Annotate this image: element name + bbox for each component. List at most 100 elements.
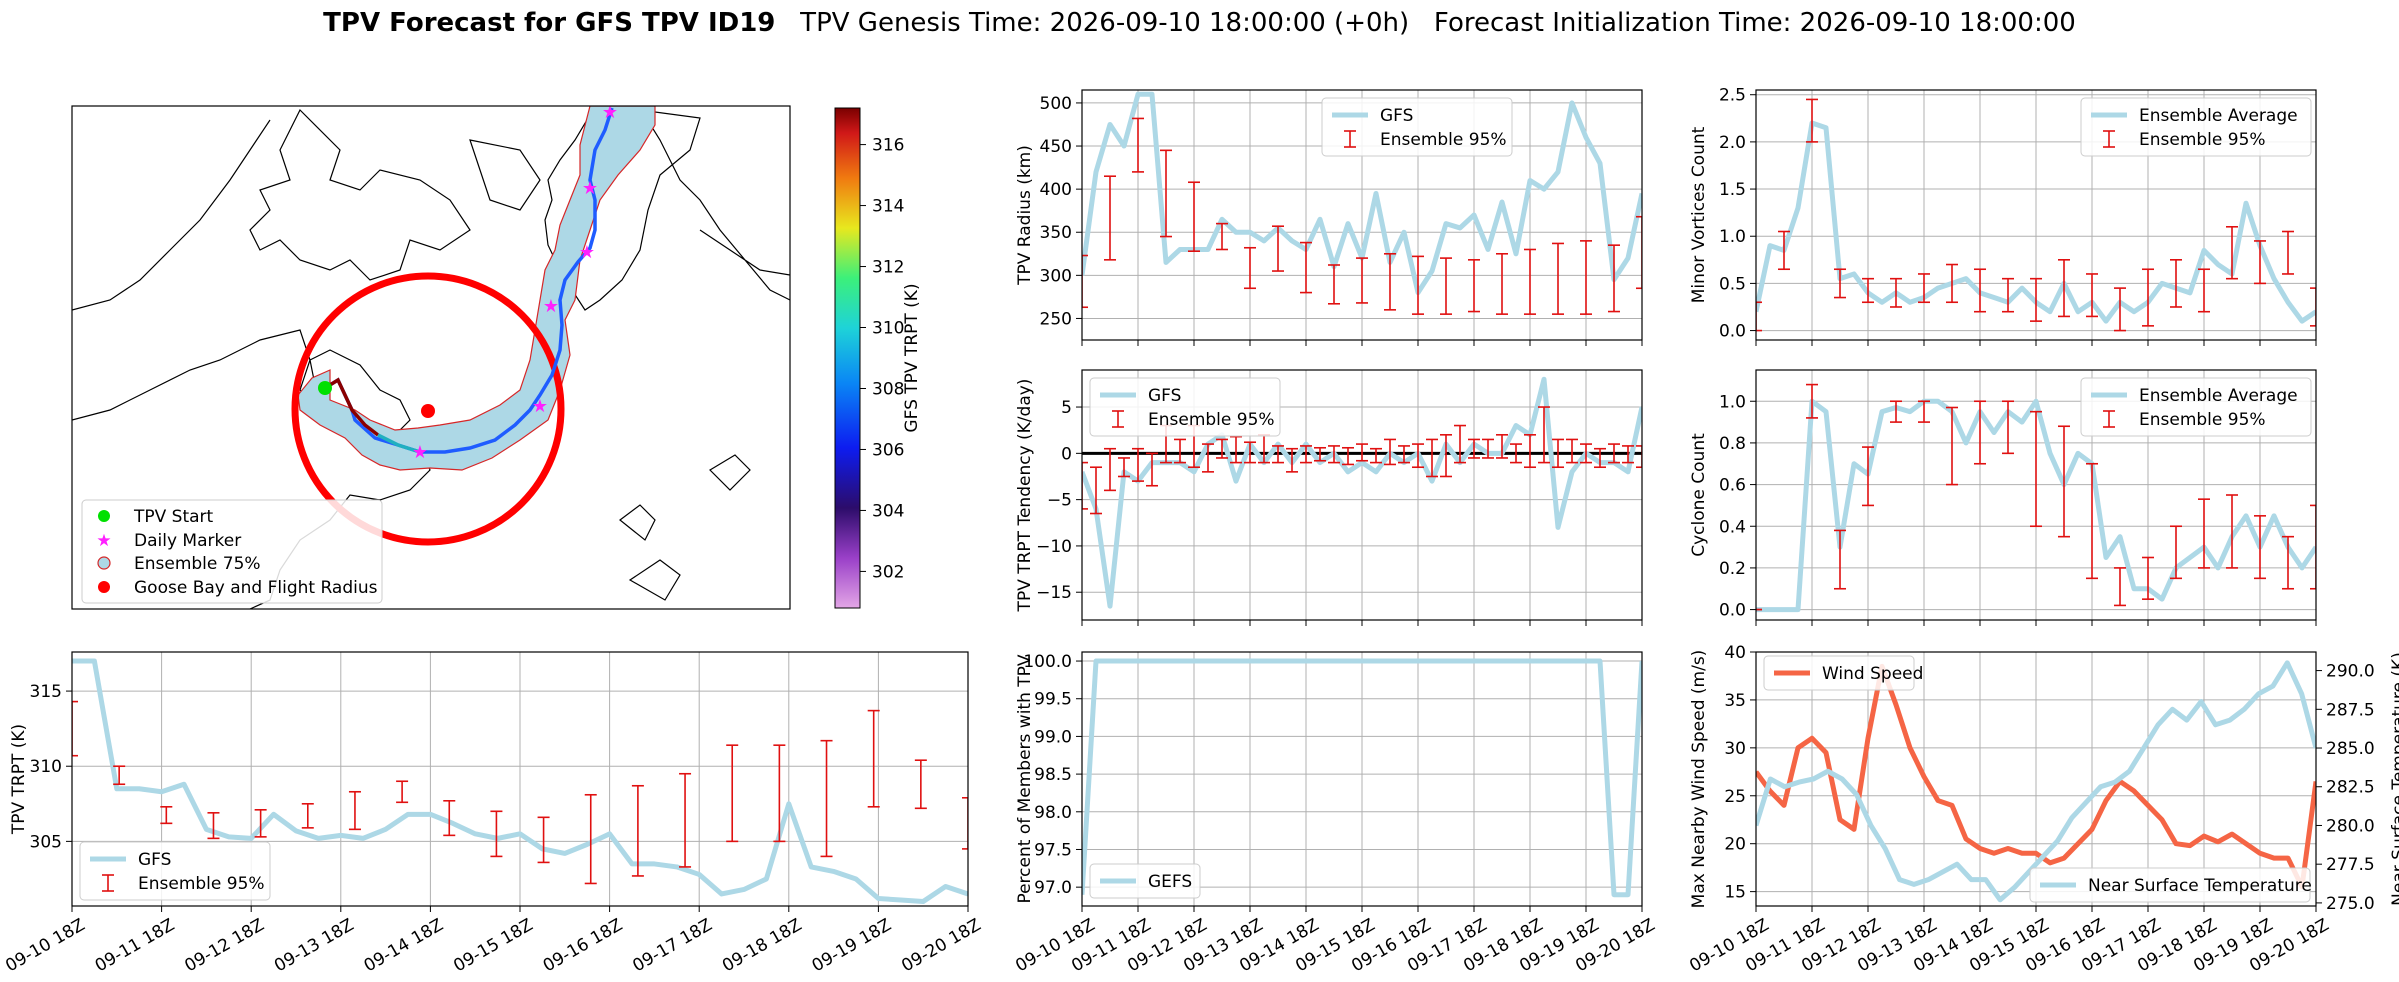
legend-goose-bay-icon	[98, 581, 110, 593]
y-tick-label: 100.0	[1023, 652, 1072, 672]
coastline-arctic-islands	[249, 108, 541, 281]
chart-legend: Near Surface Temperature	[2029, 867, 2312, 903]
y-tick-label: 5	[1061, 398, 1072, 418]
legend-goose-bay: Goose Bay and Flight Radius	[134, 578, 378, 598]
legend-box	[1321, 97, 1513, 157]
legend-label: GFS	[138, 850, 171, 870]
y-tick-label: 500	[1040, 94, 1072, 114]
colorbar-tick-label: 302	[872, 562, 904, 582]
colorbar-tick-label: 310	[872, 319, 904, 339]
legend-box	[2080, 97, 2312, 157]
y-tick-label: 0.2	[1719, 559, 1746, 579]
legend-label: Ensemble 95%	[1380, 130, 1507, 150]
daily-marker-4: ★	[579, 242, 595, 263]
minor-vortices-panel: 0.0 0.5 1.0 1.5 2.0 2.5 Minor Vortices Count En…	[1689, 86, 2317, 346]
y-axis-label: TPV TRPT (K)	[9, 724, 29, 835]
cyclone-count-panel: 0.0 0.2 0.4 0.6 0.8 1.0 Cyclone Count Ensemble …	[1689, 369, 2317, 626]
colorbar-tick-label: 316	[872, 136, 904, 156]
legend-ensemble: Ensemble 75%	[134, 554, 261, 574]
y-tick-label: 15	[1724, 883, 1746, 903]
legend-daily-marker-icon: ★	[96, 531, 111, 551]
y-tick-label: 1.0	[1719, 227, 1746, 247]
y-tick-label: 1.0	[1719, 392, 1746, 412]
legend-ensemble-icon	[97, 556, 111, 570]
y-tick-label: 40	[1724, 643, 1746, 663]
y-tick-label: 1.5	[1719, 180, 1746, 200]
series-line	[72, 658, 968, 904]
legend-tpv-start-icon	[98, 510, 110, 522]
y-tick-label: 0	[1061, 444, 1072, 464]
series-line-temperature	[1756, 660, 2316, 903]
radius-panel: 250 300 350 400 450 500 TPV Radius (km) GFS Ense…	[1015, 89, 1643, 346]
colorbar-label: GFS TPV TRPT (K)	[902, 283, 922, 432]
y-tick-label: 350	[1040, 223, 1072, 243]
y2-tick-label: 282.5	[2326, 778, 2375, 798]
daily-markers: ★ ★ ★ ★ ★ ★	[412, 102, 618, 463]
y-tick-label: 98.5	[1034, 765, 1072, 785]
plot-area	[1756, 660, 2316, 903]
chart-legend: GFS Ensemble 95%	[79, 841, 271, 901]
legend-label: Ensemble Average	[2139, 386, 2298, 406]
y-tick-label: 30	[1724, 739, 1746, 759]
legend-label: Ensemble 95%	[2139, 410, 2266, 430]
daily-marker-6: ★	[602, 102, 618, 123]
y-tick-label: 98.0	[1034, 803, 1072, 823]
plot-area	[72, 658, 968, 904]
legend-label: Ensemble 95%	[1148, 410, 1275, 430]
y2-tick-label: 275.0	[2326, 894, 2375, 914]
daily-marker-3: ★	[543, 296, 559, 317]
legend-label: Wind Speed	[1822, 664, 1923, 684]
y2-tick-label: 277.5	[2326, 855, 2375, 875]
y-tick-label: 0.0	[1719, 601, 1746, 621]
y-tick-label: 0.4	[1719, 517, 1746, 537]
series-line	[1756, 398, 2316, 613]
chart-legend: GFS Ensemble 95%	[1089, 377, 1281, 437]
y-tick-label: 0.6	[1719, 476, 1746, 496]
legend-label: GFS	[1148, 386, 1181, 406]
coastline-greenland	[544, 109, 701, 311]
y-tick-label: −10	[1036, 537, 1072, 557]
legend-box	[79, 841, 271, 901]
series-line	[1756, 663, 2316, 890]
goose-bay-marker	[421, 404, 435, 418]
legend-label: Ensemble 95%	[2139, 130, 2266, 150]
y-axis-label: Minor Vortices Count	[1689, 126, 1709, 303]
plot-frame	[1755, 651, 2317, 907]
chart-legend: Ensemble Average Ensemble 95%	[2080, 377, 2312, 437]
plot-frame	[1081, 651, 1643, 907]
map-legend-box	[81, 499, 383, 604]
legend-box	[2029, 867, 2311, 903]
y-tick-label: 2.5	[1719, 86, 1746, 106]
legend-tpv-start: TPV Start	[133, 507, 214, 527]
legend-box	[1089, 863, 1201, 899]
y-tick-label: 0.0	[1719, 322, 1746, 342]
y-axis-label: Percent of Members with TPV	[1015, 654, 1035, 903]
colorbar-tick-label: 314	[872, 197, 904, 217]
plot-frame	[1081, 369, 1643, 621]
plot-area	[1082, 658, 1642, 898]
chart-legend: Ensemble Average Ensemble 95%	[2080, 97, 2312, 157]
legend-daily-marker: Daily Marker	[134, 531, 241, 551]
y2-axis-label: Near Surface Temperature (K)	[2389, 652, 2399, 906]
y-axis-label: TPV TRPT Tendency (K/day)	[1015, 379, 1035, 613]
map-legend: TPV Start ★ Daily Marker Ensemble 75% Go…	[81, 499, 383, 604]
series-line	[1082, 658, 1642, 898]
y-tick-label: 25	[1724, 787, 1746, 807]
legend-label: Ensemble 95%	[138, 874, 265, 894]
legend-label: Ensemble Average	[2139, 106, 2298, 126]
y-tick-label: 20	[1724, 835, 1746, 855]
y-tick-label: 400	[1040, 180, 1072, 200]
daily-marker-1: ★	[412, 442, 428, 463]
tpv-track	[324, 107, 614, 454]
trpt-tendency-panel: −15 −10 −5 0 5 TPV TRPT Tendency (K/day) GFS En…	[1015, 369, 1643, 626]
map-area: ★ ★ ★ ★ ★ ★	[72, 102, 790, 609]
y-axis-label: Max Nearby Wind Speed (m/s)	[1689, 650, 1709, 909]
y-tick-label: 99.5	[1034, 690, 1072, 710]
y-tick-label: 99.0	[1034, 727, 1072, 747]
y-tick-label: −5	[1047, 491, 1072, 511]
coastline-europe	[639, 107, 790, 301]
colorbar-tick-label: 312	[872, 258, 904, 278]
y-tick-label: 2.0	[1719, 133, 1746, 153]
